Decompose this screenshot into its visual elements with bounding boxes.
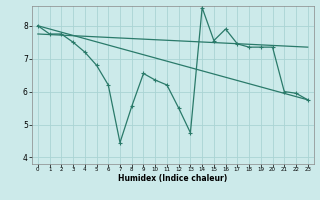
X-axis label: Humidex (Indice chaleur): Humidex (Indice chaleur) — [118, 174, 228, 183]
